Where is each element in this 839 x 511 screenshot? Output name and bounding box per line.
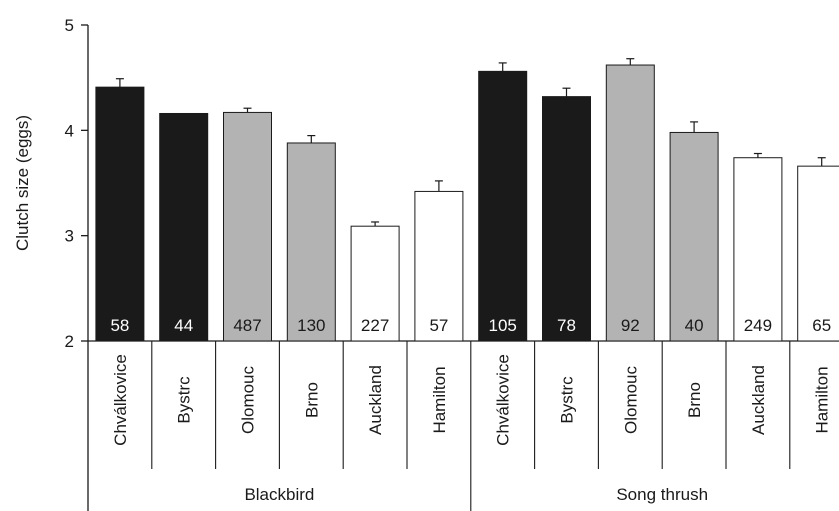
bar xyxy=(95,86,145,342)
sample-size-label: 40 xyxy=(685,316,704,335)
category-label: Hamilton xyxy=(430,366,449,433)
bar xyxy=(414,190,464,342)
category-label: Auckland xyxy=(366,365,385,435)
bar xyxy=(669,131,719,342)
y-tick-label: 5 xyxy=(65,16,74,35)
bar xyxy=(478,70,528,342)
sample-size-label: 44 xyxy=(174,316,193,335)
sample-size-label: 487 xyxy=(233,316,261,335)
bar xyxy=(542,96,591,342)
bar xyxy=(350,225,400,342)
bar xyxy=(733,157,783,342)
category-label: Brno xyxy=(685,382,704,418)
y-axis-label: Clutch size (eggs) xyxy=(13,115,32,251)
plot-area: 2 3 4 5 58 Chválkovice 44 Bystrc 487 Olomouc 130 Br… xyxy=(65,16,839,511)
category-label: Chválkovice xyxy=(494,354,513,446)
bar xyxy=(159,112,209,342)
category-label: Olomouc xyxy=(621,365,640,434)
bar xyxy=(797,165,839,342)
y-tick-label: 3 xyxy=(65,227,74,246)
sample-size-label: 57 xyxy=(429,316,448,335)
bar xyxy=(286,142,336,342)
category-label: Bystrc xyxy=(175,376,194,424)
category-label: Hamilton xyxy=(813,366,832,433)
sample-size-label: 58 xyxy=(110,316,129,335)
category-label: Olomouc xyxy=(239,365,258,434)
sample-size-label: 130 xyxy=(297,316,325,335)
group-label: Blackbird xyxy=(244,485,314,504)
category-label: Bystrc xyxy=(558,376,577,424)
bar xyxy=(605,64,655,342)
sample-size-label: 249 xyxy=(744,316,772,335)
y-tick-label: 2 xyxy=(65,332,74,351)
y-tick-label: 4 xyxy=(65,121,74,140)
category-label: Auckland xyxy=(749,365,768,435)
sample-size-label: 92 xyxy=(621,316,640,335)
sample-size-label: 105 xyxy=(489,316,517,335)
sample-size-label: 227 xyxy=(361,316,389,335)
bar xyxy=(223,111,272,342)
category-label: Brno xyxy=(302,382,321,418)
sample-size-label: 65 xyxy=(812,316,831,335)
sample-size-label: 78 xyxy=(557,316,576,335)
category-label: Chválkovice xyxy=(111,354,130,446)
group-label: Song thrush xyxy=(616,485,708,504)
